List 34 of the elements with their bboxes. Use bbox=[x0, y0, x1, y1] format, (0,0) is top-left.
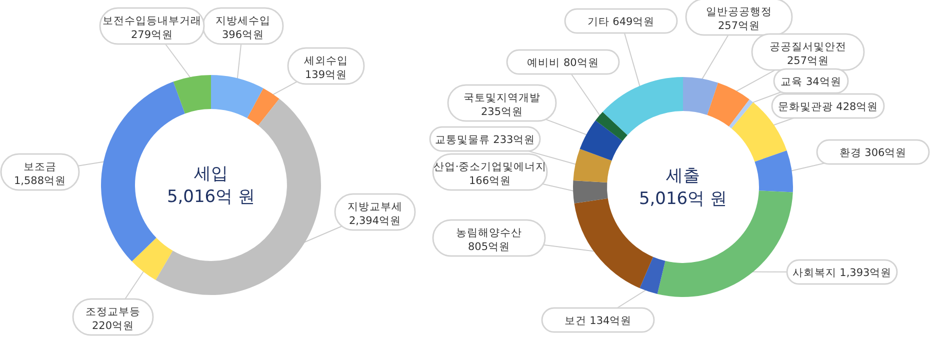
data-label: 139억원 bbox=[304, 69, 348, 81]
slice-label: 교육 34억원 bbox=[780, 76, 842, 88]
data-label: 257억원 bbox=[718, 20, 760, 32]
data-label: 279억원 bbox=[130, 29, 174, 41]
data-label: 235억원 bbox=[480, 106, 524, 118]
text: 세입 bbox=[194, 164, 228, 184]
slice-label: 지방교부세 bbox=[348, 201, 402, 213]
data-label: 2,394억원 bbox=[348, 215, 402, 227]
slice-label: 교통및물류 233억원 bbox=[434, 134, 536, 146]
slice-label: 사회복지 1,393억원 bbox=[792, 267, 892, 279]
slice-label: 문화및관광 428억원 bbox=[778, 101, 878, 113]
data-label: 1,588억원 bbox=[14, 175, 66, 187]
slice-label: 보건 134억원 bbox=[564, 315, 632, 327]
slice-label: 보전수입등내부거래 bbox=[102, 15, 202, 27]
slice-label: 국토및지역개발 bbox=[464, 92, 540, 104]
slice-label: 공공질서및안전 bbox=[770, 41, 846, 53]
text: 세출 bbox=[666, 166, 700, 186]
data-label: 257억원 bbox=[786, 55, 830, 67]
slice-label: 지방세수입 bbox=[216, 15, 270, 27]
slice-label: 산업·중소기업및에너지 bbox=[433, 161, 547, 173]
data-label: 396억원 bbox=[222, 29, 264, 41]
slice-label: 세외수입 bbox=[304, 55, 348, 67]
slice-label: 농림해양수산 bbox=[456, 227, 522, 239]
slice-label: 보조금 bbox=[24, 161, 56, 173]
slice-label: 조정교부등 bbox=[86, 306, 140, 318]
slice-label: 기타 649억원 bbox=[587, 16, 655, 28]
slice-label: 예비비 80억원 bbox=[527, 57, 599, 69]
data-label: 220억원 bbox=[92, 320, 134, 332]
slice-label: 일반공공행정 bbox=[706, 6, 772, 18]
text: 5,016억 원 bbox=[638, 189, 728, 209]
slice-label: 환경 306억원 bbox=[839, 147, 907, 159]
data-label: 805억원 bbox=[468, 241, 510, 253]
data-label: 166억원 bbox=[468, 175, 512, 187]
text: 5,016억 원 bbox=[166, 187, 256, 207]
